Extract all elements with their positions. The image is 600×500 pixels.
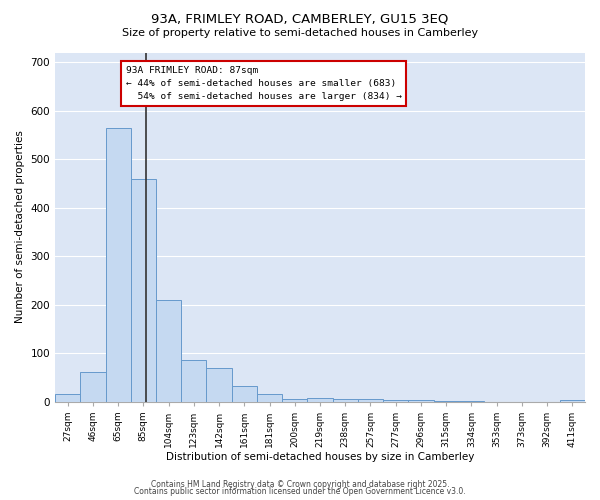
Bar: [282, 398, 307, 402]
Bar: [383, 400, 409, 402]
Bar: [257, 394, 282, 402]
Text: 93A FRIMLEY ROAD: 87sqm
← 44% of semi-detached houses are smaller (683)
  54% of: 93A FRIMLEY ROAD: 87sqm ← 44% of semi-de…: [126, 66, 402, 101]
Bar: [307, 398, 332, 402]
Bar: [409, 400, 434, 402]
Bar: [232, 386, 257, 402]
Bar: [131, 178, 156, 402]
Bar: [156, 300, 181, 402]
Bar: [106, 128, 131, 402]
Bar: [434, 400, 459, 402]
Bar: [560, 400, 585, 402]
Bar: [181, 360, 206, 402]
Bar: [55, 394, 80, 402]
Bar: [206, 368, 232, 402]
Bar: [332, 398, 358, 402]
Y-axis label: Number of semi-detached properties: Number of semi-detached properties: [15, 130, 25, 324]
Text: Contains HM Land Registry data © Crown copyright and database right 2025.: Contains HM Land Registry data © Crown c…: [151, 480, 449, 489]
Text: Contains public sector information licensed under the Open Government Licence v3: Contains public sector information licen…: [134, 487, 466, 496]
Text: Size of property relative to semi-detached houses in Camberley: Size of property relative to semi-detach…: [122, 28, 478, 38]
X-axis label: Distribution of semi-detached houses by size in Camberley: Distribution of semi-detached houses by …: [166, 452, 474, 462]
Bar: [358, 399, 383, 402]
Text: 93A, FRIMLEY ROAD, CAMBERLEY, GU15 3EQ: 93A, FRIMLEY ROAD, CAMBERLEY, GU15 3EQ: [151, 12, 449, 26]
Bar: [80, 372, 106, 402]
